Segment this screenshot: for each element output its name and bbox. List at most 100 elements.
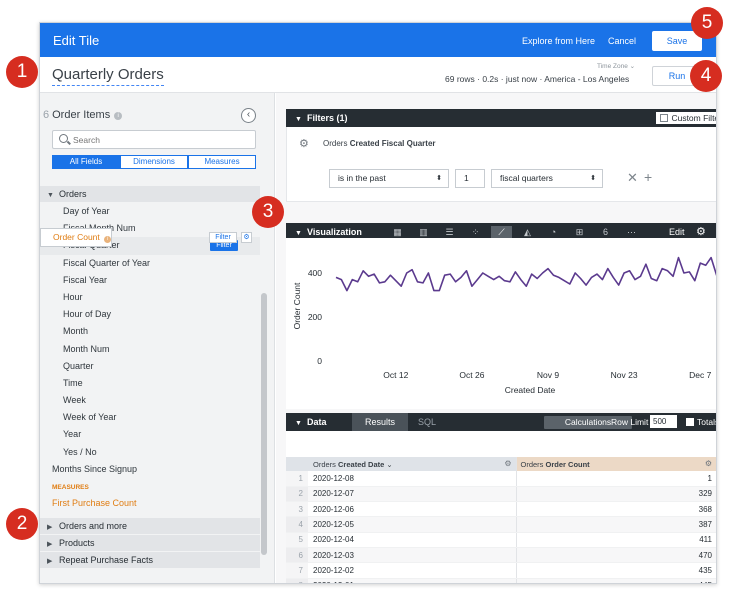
cell-created-date: 2020-12-04 xyxy=(308,532,517,548)
filter-button[interactable]: Filter xyxy=(210,240,238,252)
column-header-order-count[interactable]: Orders Order Count ⚙ xyxy=(516,457,716,471)
cell-created-date: 2020-12-01 xyxy=(308,578,517,583)
group-repeat-purchase-facts[interactable]: ▶ Repeat Purchase Facts xyxy=(40,552,260,569)
callout-badge-1: 1 xyxy=(6,56,38,88)
tile-title-input[interactable]: Quarterly Orders xyxy=(52,66,164,86)
field-year[interactable]: Year xyxy=(63,429,82,440)
filter-unit-select[interactable]: fiscal quarters ⬍ xyxy=(491,169,603,188)
cancel-button[interactable]: Cancel xyxy=(608,36,637,46)
field-month-num[interactable]: Month Num xyxy=(63,343,110,354)
area-icon[interactable]: ◭ xyxy=(524,227,531,237)
cell-order-count: 387 xyxy=(516,516,716,533)
cell-created-date: 2020-12-05 xyxy=(308,516,517,533)
measure-first-purchase-count[interactable]: First Purchase Count xyxy=(52,498,137,508)
gear-icon[interactable]: ⚙ xyxy=(299,138,309,150)
info-icon[interactable]: i xyxy=(114,112,123,120)
table-header-row: Orders Created Date ⌄ ⚙ Orders Order Coun… xyxy=(286,457,716,471)
gear-icon[interactable]: ⚙ xyxy=(704,459,712,468)
scatter-icon[interactable]: ⁘ xyxy=(471,227,480,237)
add-filter-icon[interactable]: + xyxy=(644,169,653,185)
gear-icon[interactable]: ⚙ xyxy=(241,232,252,243)
field-hour-of-day[interactable]: Hour of Day xyxy=(63,309,112,320)
field-count: 6 xyxy=(43,109,50,121)
caret-right-icon: ▶ xyxy=(47,558,53,566)
sidebar-scrollbar[interactable] xyxy=(261,293,267,555)
field-time[interactable]: Time xyxy=(63,377,83,388)
column-field: Order Count xyxy=(545,459,590,469)
table-row: 1 2020-12-08 1 xyxy=(286,471,716,487)
group-orders[interactable]: ▼ Orders xyxy=(40,186,260,202)
cell-order-count: 445 xyxy=(516,578,716,583)
field-day-of-year[interactable]: Day of Year xyxy=(63,206,110,216)
y-tick-label: 200 xyxy=(308,312,322,322)
row-limit-label: Row Limit xyxy=(611,417,649,427)
pie-icon[interactable]: ◔ xyxy=(550,227,557,237)
remove-filter-icon[interactable]: ✕ xyxy=(627,170,638,185)
group-orders-and-more[interactable]: ▶ Orders and more xyxy=(40,518,260,535)
collapse-sidebar-icon[interactable]: ‹ xyxy=(241,108,256,123)
field-month[interactable]: Month xyxy=(63,326,89,337)
field-quarter[interactable]: Quarter xyxy=(63,360,94,371)
filter-button[interactable]: Filter xyxy=(209,232,237,243)
visualization-header[interactable]: ▼ Visualization ▦ ▥ ☰ ⁘ ⟋ ◭ ◔ ⊞ 6 ⋯ Edit … xyxy=(286,223,716,241)
custom-filter-checkbox[interactable]: Custom Filter xyxy=(656,112,716,124)
unit-value: fiscal quarters xyxy=(500,173,553,183)
field-week[interactable]: Week xyxy=(63,395,86,406)
time-zone-label[interactable]: Time Zone ⌄ xyxy=(597,62,635,70)
field-yes-no[interactable]: Yes / No xyxy=(63,446,97,457)
table-row: 3 2020-12-06 368 xyxy=(286,501,716,518)
info-icon[interactable]: i xyxy=(103,236,111,243)
calculations-button[interactable]: Calculations xyxy=(544,416,632,429)
x-axis-label: Created Date xyxy=(505,385,556,395)
x-tick-label: Nov 9 xyxy=(537,370,559,380)
cell-created-date: 2020-12-02 xyxy=(308,562,517,579)
filter-operator-select[interactable]: is in the past ⬍ xyxy=(329,169,449,188)
tab-results[interactable]: Results xyxy=(352,413,408,431)
y-tick-label: 400 xyxy=(308,268,322,278)
field-hour[interactable]: Hour xyxy=(63,291,83,302)
column-icon[interactable]: ▥ xyxy=(419,227,428,237)
query-stats: 69 rows · 0.2s · just now · America - Lo… xyxy=(445,74,630,84)
edit-visualization-button[interactable]: Edit xyxy=(669,227,685,237)
single-value-icon[interactable]: 6 xyxy=(602,227,608,237)
caret-right-icon: ▶ xyxy=(47,524,53,532)
operator-value: is in the past xyxy=(338,173,386,183)
cell-created-date: 2020-12-03 xyxy=(308,547,517,564)
tab-sql[interactable]: SQL xyxy=(417,417,436,427)
totals-checkbox[interactable]: Totals xyxy=(686,413,716,431)
select-arrows-icon: ⬍ xyxy=(590,175,596,182)
filters-header[interactable]: ▼ Filters (1) Custom Filter xyxy=(286,109,716,127)
field-fiscal-quarter-of-year[interactable]: Fiscal Quarter of Year xyxy=(63,257,151,268)
bar-icon[interactable]: ☰ xyxy=(445,227,454,237)
field-fiscal-year[interactable]: Fiscal Year xyxy=(63,274,108,285)
group-products[interactable]: ▶ Products xyxy=(40,535,260,552)
tab-measures[interactable]: Measures xyxy=(188,155,256,169)
field-search[interactable] xyxy=(52,130,256,149)
caret-right-icon: ▶ xyxy=(47,541,53,549)
tab-all-fields[interactable]: All Fields xyxy=(52,155,120,169)
data-header[interactable]: ▼ Data Results SQL Calculations Row Limit… xyxy=(286,413,716,431)
filter-value-input[interactable]: 1 xyxy=(455,169,485,188)
more-icon[interactable]: ⋯ xyxy=(627,227,636,237)
explore-from-here-link[interactable]: Explore from Here xyxy=(522,36,596,46)
line-icon[interactable]: ⟋ xyxy=(491,226,512,239)
row-number: 8 xyxy=(286,578,308,583)
row-limit-input[interactable]: 500 xyxy=(650,415,677,428)
callout-badge-4: 4 xyxy=(690,60,722,92)
table-icon[interactable]: ▦ xyxy=(393,227,402,237)
save-button[interactable]: Save xyxy=(652,31,702,51)
callout-badge-2: 2 xyxy=(6,508,38,540)
measure-order-count[interactable]: Order Count i Filter ⚙ xyxy=(40,228,252,247)
dialog-title: Edit Tile xyxy=(53,33,100,48)
filter-view: Orders xyxy=(323,139,348,148)
column-header-created-date[interactable]: Orders Created Date ⌄ ⚙ xyxy=(308,457,517,471)
edit-tile-dialog: Edit Tile Explore from Here Cancel Save … xyxy=(39,22,717,584)
table-row: 5 2020-12-04 411 xyxy=(286,532,716,548)
gear-icon[interactable]: ⚙ xyxy=(696,226,706,238)
map-icon[interactable]: ⊞ xyxy=(575,227,584,237)
search-input[interactable] xyxy=(73,133,248,146)
field-months-since-signup[interactable]: Months Since Signup xyxy=(52,463,138,474)
tab-dimensions[interactable]: Dimensions xyxy=(120,155,188,169)
gear-icon[interactable]: ⚙ xyxy=(504,459,512,468)
field-week-of-year[interactable]: Week of Year xyxy=(63,412,117,423)
